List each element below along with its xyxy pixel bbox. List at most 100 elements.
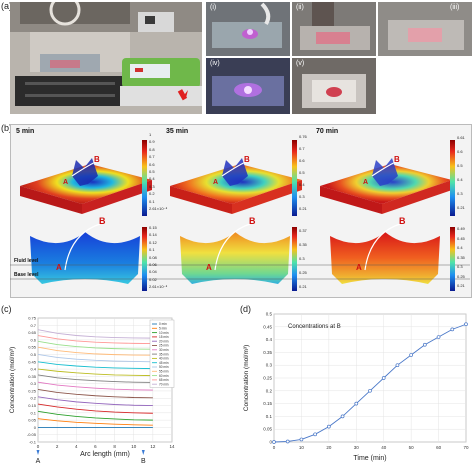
series-line — [37, 346, 153, 356]
panel-a-photo-v: (v) — [292, 58, 376, 114]
top-colorbar-labels-1: 1 0.9 0.8 0.7 0.6 0.5 0.4 0.3 0.2 0.1 2.… — [149, 131, 179, 212]
point-a-bottom-2: A — [206, 263, 212, 272]
y-tick-label: 0.75 — [28, 316, 37, 321]
y-tick-label: 0.2 — [266, 388, 273, 393]
panel-a-label: (a) — [1, 1, 12, 11]
series-line — [37, 335, 153, 344]
cbar-tick: 0.02 — [149, 276, 157, 282]
y-tick-label: 0.6 — [30, 337, 36, 342]
x-tick-label: 0 — [273, 445, 276, 450]
x-tick-label: 50 — [409, 445, 415, 450]
subpanel-iv-label: (iv) — [210, 60, 220, 67]
x-tick-label: 2 — [56, 444, 59, 449]
data-point — [313, 432, 317, 437]
legend-entry: 15 min — [159, 335, 169, 339]
series-line — [37, 418, 153, 426]
y-tick-label: 0 — [269, 440, 272, 445]
legend-entry: 60 min — [159, 374, 169, 378]
cbar-tick: 0.14 — [149, 232, 157, 238]
x-tick-label: 14 — [169, 444, 175, 449]
series-line — [37, 396, 153, 406]
subpanel-iii-label: (iii) — [450, 4, 460, 11]
legend-entry: 30 min — [159, 348, 169, 352]
y-tick-label: 0.5 — [30, 352, 36, 357]
panel-d-label: (d) — [240, 304, 251, 314]
cbar-tick: 0.06 — [149, 262, 157, 268]
cbar-max: 1 — [149, 132, 152, 137]
data-point — [395, 363, 400, 368]
point-a-top-3: A — [363, 179, 369, 186]
point-b-bottom-3: B — [399, 216, 406, 226]
y-tick-label: 0.15 — [263, 401, 272, 406]
cbar-tick: 0.4 — [457, 177, 463, 182]
y-tick-label: 0.45 — [28, 359, 37, 364]
panel-a-photo-iv: (iv) — [206, 58, 290, 114]
cbar-tick: 0.8 — [149, 146, 155, 152]
marker-b-arrow — [141, 450, 145, 455]
x-axis-label: Arc length (mm) — [80, 451, 130, 458]
panel-b-label: (b) — [1, 123, 12, 133]
y-tick-label: 0.4 — [30, 367, 36, 372]
data-point — [340, 414, 345, 419]
data-point — [299, 437, 304, 442]
y-tick-label: 0.1 — [266, 414, 273, 419]
cbar-tick: 0.08 — [149, 254, 157, 260]
cbar-tick: 0.9 — [149, 139, 155, 145]
point-a-top-1: A — [63, 179, 69, 186]
chart-d: 0 0.05 0.1 0.15 0.2 0.25 0.3 0.35 0.4 0.45 0.5 0 10 2… — [243, 312, 469, 463]
cbar-tick: 0.6 — [149, 161, 155, 167]
time-label-5: 5 min — [16, 128, 35, 135]
panel-a-photo-i: (i) — [206, 2, 290, 56]
cbar-tick: 0.3 — [149, 183, 155, 189]
data-point — [327, 424, 331, 429]
time-label-70: 70 min — [316, 128, 339, 135]
series-line — [37, 361, 153, 370]
cbar-max: 0.15 — [149, 225, 157, 230]
point-b-top-3: B — [394, 155, 400, 164]
cbar-tick: 0.4 — [299, 182, 305, 187]
x-tick-label: 0 — [37, 444, 40, 449]
x-tick-label: 70 — [463, 445, 469, 450]
cbar-min: 0.21 — [299, 206, 307, 211]
x-tick-label: 30 — [354, 445, 360, 450]
cbar-tick: 0.7 — [299, 146, 305, 151]
cbar-min: 0.21 — [457, 205, 465, 210]
cbar-tick: 0.1 — [149, 247, 155, 253]
time-label-35: 35 min — [166, 128, 189, 135]
y-tick-label: 0.15 — [28, 403, 37, 408]
subpanel-ii-label: (ii) — [296, 4, 304, 11]
y-tick-label: 0 — [34, 425, 37, 430]
data-point — [464, 322, 468, 327]
y-tick-label: 0.25 — [28, 388, 37, 393]
legend-entry: 65 min — [159, 378, 169, 382]
x-tick-label: 10 — [299, 445, 305, 450]
cbar-tick: 0.25 — [299, 270, 307, 275]
cbar-max: 0.49 — [457, 226, 465, 231]
legend-entry: 5 min — [159, 327, 167, 331]
series-line — [37, 368, 153, 377]
y-tick-label: 0.55 — [28, 345, 37, 350]
chart-c: -0.1 -0.05 0 0.05 0.1 0.15 0.2 0.25 0.3 0.35 0.4 0.… — [9, 316, 175, 466]
top-colorbar-labels-2: 0.76 0.7 0.6 0.5 0.4 0.3 0.21 — [299, 131, 329, 215]
x-tick-label: 4 — [75, 444, 78, 449]
subpanel-v-label: (v) — [296, 60, 305, 67]
legend-entry: 20 min — [159, 339, 169, 343]
panel-a-photo-iii: (iii) — [378, 2, 472, 56]
series-line — [37, 354, 153, 363]
point-a-bottom-3: A — [356, 263, 362, 272]
point-a-bottom-1: A — [56, 263, 62, 272]
panel-c-label: (c) — [1, 304, 12, 314]
y-axis-label: Concentration (mol/m³) — [9, 347, 16, 413]
data-point — [354, 401, 359, 406]
panel-a-photo-ii: (ii) — [292, 2, 376, 56]
subpanel-i-label: (i) — [210, 4, 217, 11]
cbar-min: 2.61×10⁻⁸ — [149, 284, 168, 290]
point-b-bottom-2: B — [249, 216, 256, 226]
cbar-tick: 0.35 — [299, 242, 307, 247]
cbar-tick: 0.3 — [299, 256, 305, 261]
cbar-tick: 0.04 — [149, 269, 157, 275]
fluid-level-label: Fluid level — [14, 258, 39, 264]
y-tick-label: -0.1 — [29, 440, 37, 445]
legend-entry: 35 min — [159, 352, 169, 356]
data-point — [423, 342, 427, 347]
